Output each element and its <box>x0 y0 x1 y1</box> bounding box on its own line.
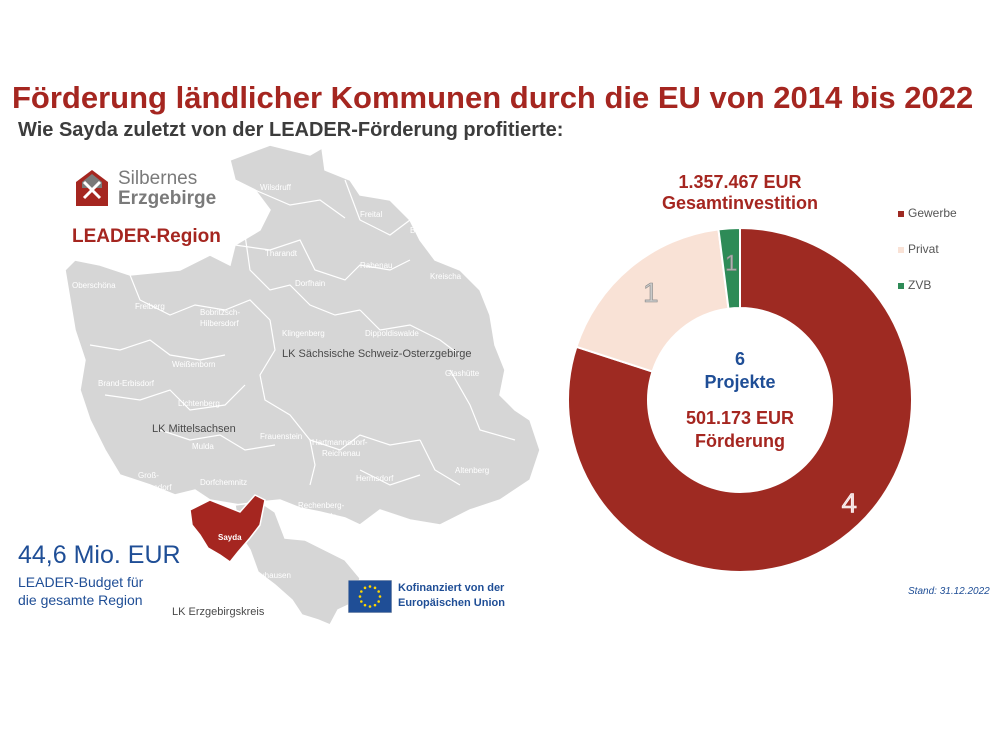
map-label-oberschoena: Oberschöna <box>72 281 116 290</box>
map-label-group: Wilsdruff Freital Bannewitz Tharandt Rab… <box>72 183 489 618</box>
legend-label-privat: Privat <box>908 242 939 256</box>
legend-item-gewerbe: Gewerbe <box>898 206 957 220</box>
slice-gewerbe <box>567 226 913 573</box>
map-label-hermsdorf: Hermsdorf <box>356 474 394 483</box>
slice-zvb <box>717 226 741 310</box>
legend-item-privat: Privat <box>898 242 939 256</box>
center-project-count: 6 <box>735 349 745 369</box>
eu-star <box>377 600 380 603</box>
donut-chart: 4 1 1 6 Projekte 501.173 EUR Förderung <box>567 226 913 573</box>
map-label-seiffen: Seiffen <box>235 594 260 603</box>
sayda-region <box>189 494 266 564</box>
eu-text-line2: Europäischen Union <box>398 597 505 609</box>
legend-label-zvb: ZVB <box>908 278 932 292</box>
map-label-rechenberg-2: Bienenmühle <box>290 512 337 521</box>
eu-star <box>358 595 362 598</box>
center-funding-amount: 501.173 EUR <box>686 408 794 428</box>
logo-text-leader-region: LEADER-Region <box>72 226 221 247</box>
map-label-dorfhain: Dorfhain <box>295 279 325 288</box>
map-main-area <box>64 144 541 526</box>
eu-star <box>363 603 367 607</box>
map-label-dorfchemnitz: Dorfchemnitz <box>200 478 247 487</box>
data-label-zvb: 1 <box>725 250 737 275</box>
eu-star <box>368 605 372 608</box>
data-label-privat: 1 <box>643 277 659 308</box>
data-label-gewerbe: 4 <box>842 488 858 519</box>
map-label-tharandt: Tharandt <box>265 249 298 258</box>
legend-swatch-zvb <box>898 282 904 289</box>
mining-hammer-icon <box>76 170 108 206</box>
budget-amount: 44,6 Mio. EUR <box>18 541 181 569</box>
leader-logo: Silbernes Erzgebirge LEADER-Region <box>70 168 221 248</box>
map-label-sayda: Sayda <box>218 533 242 542</box>
map-label-weissenborn: Weißenborn <box>172 360 215 369</box>
map-label-lk-mittelsachsen: LK Mittelsachsen <box>152 423 236 435</box>
total-investment-label: Gesamtinvestition <box>661 193 819 213</box>
map-label-gross-1: Groß- <box>138 471 159 480</box>
eu-star <box>368 585 372 588</box>
map-label-rechenberg-1: Rechenberg- <box>298 501 345 510</box>
map-label-freiberg: Freiberg <box>135 302 165 311</box>
donut-slice-labels: 4 1 1 <box>643 250 858 519</box>
map-label-mulda: Mulda <box>192 442 214 451</box>
map-label-rabenau: Rabenau <box>360 261 392 270</box>
region-map: Wilsdruff Freital Bannewitz Tharandt Rab… <box>64 144 541 626</box>
map-label-neuhausen: Neuhausen <box>250 571 291 580</box>
map-label-hartmannsdorf-2: Reichenau <box>322 449 360 458</box>
map-label-altenberg: Altenberg <box>455 466 489 475</box>
center-project-label: Projekte <box>704 372 775 392</box>
budget-text-line2: die gesamte Region <box>18 592 143 608</box>
data-date-note: Stand: 31.12.2022 <box>908 586 990 597</box>
page-title: Förderung ländlicher Kommunen durch die … <box>12 80 974 115</box>
eu-flag-icon <box>348 580 392 613</box>
map-label-freital: Freital <box>360 210 382 219</box>
eu-star <box>373 603 377 607</box>
map-label-dippoldiswalde: Dippoldiswalde <box>365 329 419 338</box>
total-investment-amount: 1.357.467 EUR <box>678 172 802 192</box>
donut-slices <box>567 226 913 573</box>
map-label-brand-erbisdorf: Brand-Erbisdorf <box>98 379 155 388</box>
budget-text-line1: LEADER-Budget für <box>18 574 144 590</box>
map-label-gross-2: hartmannsdorf <box>120 483 172 492</box>
eu-star <box>360 600 363 603</box>
map-regions <box>64 144 541 626</box>
center-funding-label: Förderung <box>695 431 785 451</box>
legend-label-gewerbe: Gewerbe <box>908 206 957 220</box>
map-label-klingenberg: Klingenberg <box>282 329 325 338</box>
eu-text-line1: Kofinanziert von der <box>398 582 505 594</box>
legend-item-zvb: ZVB <box>898 278 931 292</box>
map-label-glashuette: Glashütte <box>445 369 480 378</box>
eu-star <box>363 586 367 590</box>
logo-text-silbernes: Silbernes <box>118 168 198 189</box>
map-label-bannewitz: Bannewitz <box>410 226 447 235</box>
map-label-lk-soe: LK Sächsische Schweiz-Osterzgebirge <box>282 348 472 360</box>
eu-star <box>373 586 377 590</box>
eu-star <box>377 590 380 593</box>
map-borders <box>89 179 516 486</box>
legend-swatch-privat <box>898 246 904 253</box>
map-label-hartmannsdorf-1: Hartmannsdorf- <box>312 438 368 447</box>
map-erzgebirgskreis-area <box>234 501 361 626</box>
map-label-kreischa: Kreischa <box>430 272 462 281</box>
map-label-lichtenberg: Lichtenberg <box>178 399 220 408</box>
map-label-lk-erzgebirgskreis: LK Erzgebirgskreis <box>172 606 265 618</box>
map-label-frauenstein: Frauenstein <box>260 432 302 441</box>
map-label-wilsdruff: Wilsdruff <box>260 183 292 192</box>
map-label-bobritzsch: Bobritzsch- <box>200 308 240 317</box>
legend-swatch-gewerbe <box>898 210 904 217</box>
logo-text-erzgebirge: Erzgebirge <box>118 188 217 209</box>
page-subtitle: Wie Sayda zuletzt von der LEADER-Förderu… <box>18 119 564 141</box>
map-label-hilbersdorf: Hilbersdorf <box>200 319 239 328</box>
eu-star <box>378 595 382 598</box>
eu-star <box>360 590 363 593</box>
